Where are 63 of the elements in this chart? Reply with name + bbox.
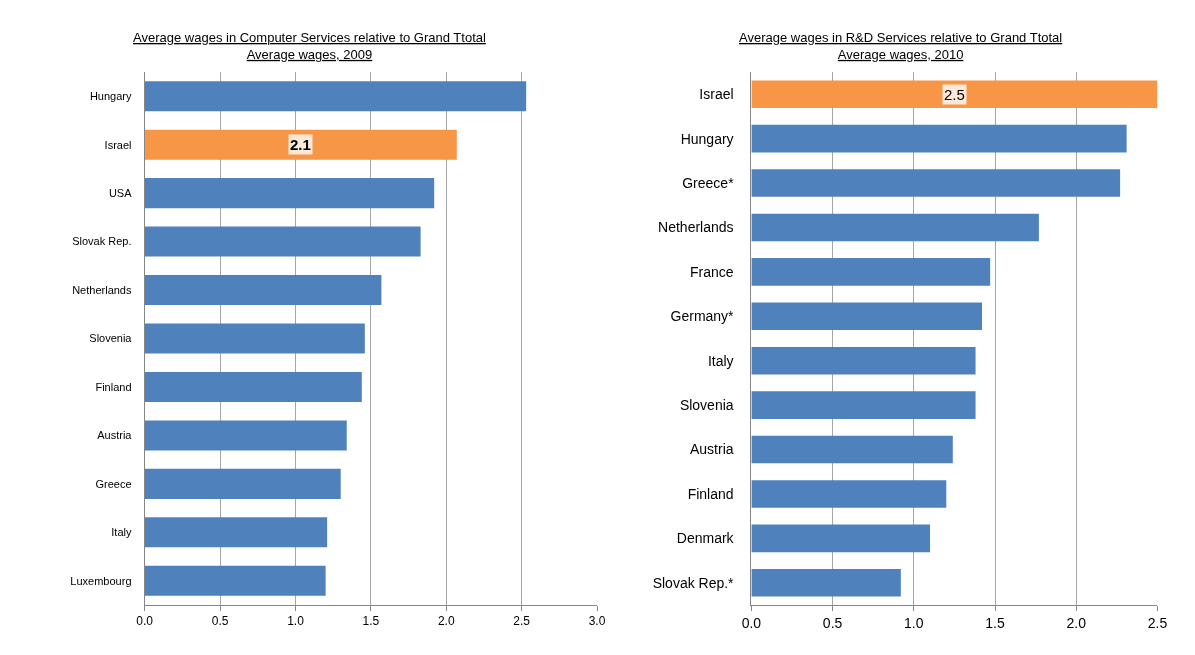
- bar: [751, 124, 1127, 153]
- bar: [144, 468, 341, 499]
- bar: [144, 517, 328, 548]
- y-tick-label: Israel: [699, 86, 734, 103]
- x-tick-label: 2.0: [437, 614, 455, 629]
- y-tick-label: Italy: [707, 352, 734, 369]
- bar: [144, 371, 362, 402]
- y-tick-label: Slovak Rep.*: [652, 574, 735, 591]
- x-tick-label: 1.0: [904, 614, 924, 631]
- bar: [751, 169, 1121, 197]
- x-tick-label: 1.5: [362, 614, 380, 629]
- bar: [751, 569, 901, 597]
- x-tick-label: 2.0: [1066, 614, 1087, 631]
- y-tick-label: France: [690, 263, 734, 280]
- bar: [751, 213, 1039, 242]
- y-tick-label: Greece*: [682, 174, 735, 191]
- y-tick-label: Israel: [104, 138, 132, 151]
- y-tick-label: Finland: [687, 485, 734, 502]
- y-tick-label: Denmark: [676, 530, 735, 547]
- data-label: 2.5: [944, 86, 965, 103]
- x-tick-label: 1.0: [287, 614, 305, 629]
- chart-title: Average wages in Computer Services relative to Grand Ttotal Average wages, 2009: [133, 30, 486, 62]
- y-tick-label: Germany*: [670, 308, 735, 325]
- bar: [751, 302, 983, 331]
- bar: [751, 435, 953, 464]
- bar: [144, 420, 347, 451]
- bar: [751, 346, 976, 375]
- y-tick-label: Slovenia: [89, 332, 133, 345]
- y-tick-label: Hungary: [89, 90, 133, 103]
- bar: [144, 275, 382, 306]
- bar: [751, 391, 976, 419]
- y-tick-label: USA: [108, 186, 133, 199]
- x-tick-label: 2.5: [1147, 614, 1168, 631]
- bar: [751, 524, 931, 553]
- y-tick-label: Slovenia: [679, 397, 734, 414]
- x-tick-label: 3.0: [588, 614, 606, 629]
- bar: [144, 565, 326, 596]
- x-tick-label: 0.0: [136, 614, 154, 629]
- y-tick-label: Luxembourg: [70, 574, 132, 587]
- bar: [751, 258, 991, 286]
- y-tick-label: Finland: [95, 380, 132, 393]
- x-tick-label: 2.5: [513, 614, 531, 629]
- x-tick-label: 0.5: [822, 614, 843, 631]
- y-tick-label: Austria: [97, 429, 133, 442]
- y-tick-label: Greece: [95, 477, 132, 490]
- y-tick-label: Hungary: [680, 130, 734, 147]
- bar: [751, 480, 947, 508]
- bar: [144, 129, 457, 160]
- bar: [751, 80, 1158, 108]
- bar: [144, 323, 365, 354]
- y-tick-label: Netherlands: [72, 283, 132, 296]
- x-tick-label: 0.5: [211, 614, 229, 629]
- y-tick-label: Austria: [690, 441, 734, 458]
- data-label: 2.1: [290, 136, 311, 153]
- bar: [144, 226, 421, 257]
- y-tick-label: Slovak Rep.: [72, 235, 132, 248]
- x-tick-label: 0.0: [741, 614, 762, 631]
- chart-title: Average wages in R&D Services relative to Grand Ttotal Average wages, 2010: [739, 30, 1063, 62]
- y-tick-label: Italy: [111, 526, 132, 539]
- bar: [144, 81, 527, 112]
- bar: [144, 178, 435, 209]
- y-tick-label: Netherlands: [658, 219, 734, 236]
- x-tick-label: 1.5: [985, 614, 1005, 631]
